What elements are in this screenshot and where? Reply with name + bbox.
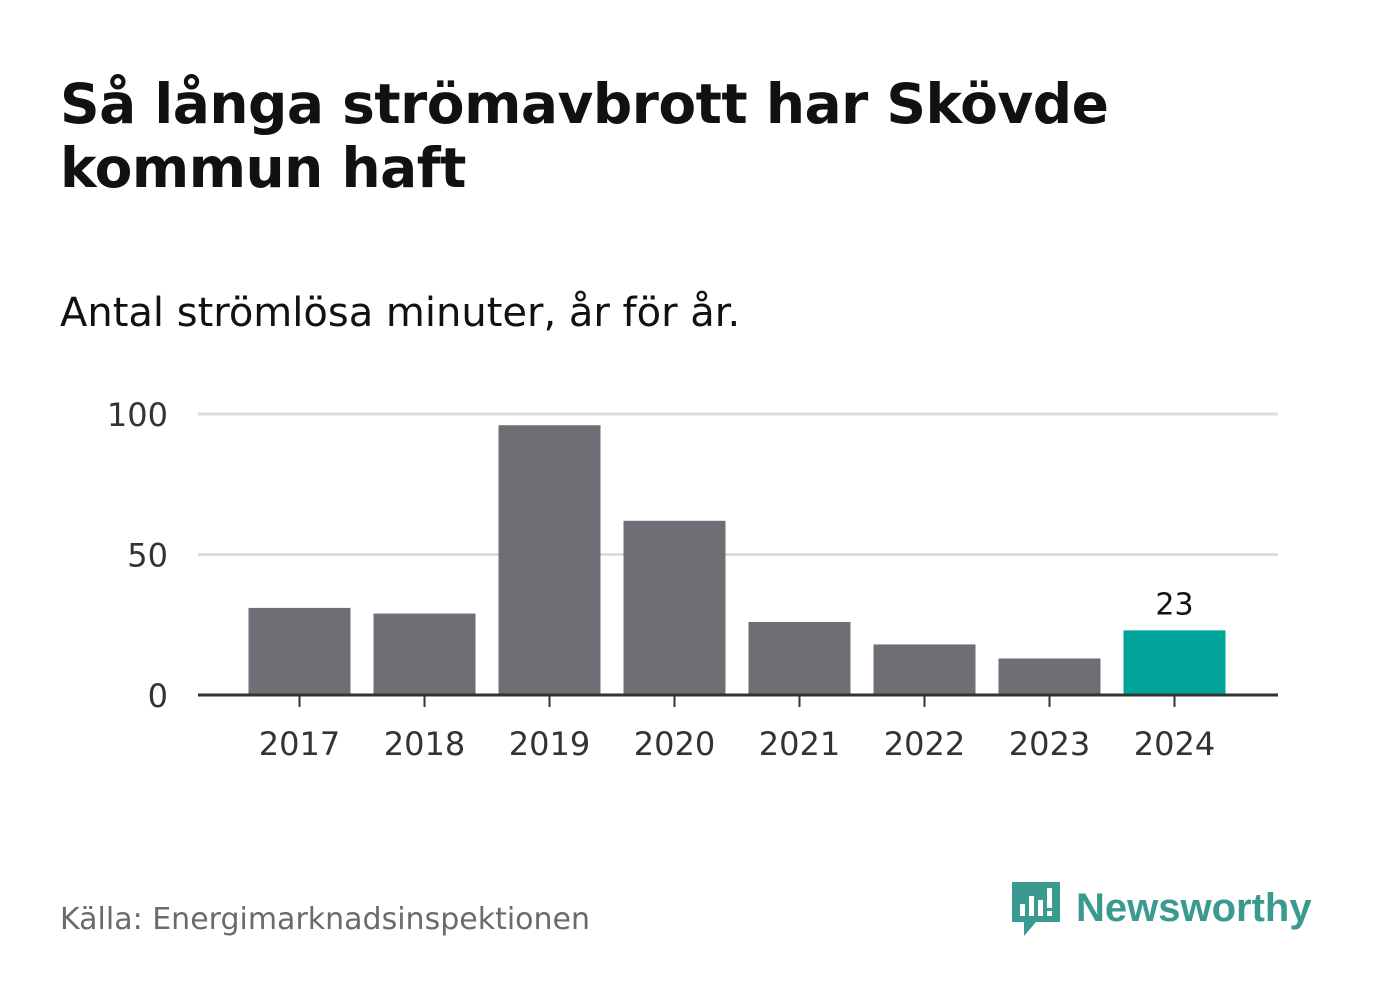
chart-title: Så långa strömavbrott har Skövde kommun … <box>60 72 1109 200</box>
y-tick-label-50: 50 <box>127 537 168 575</box>
gridlines <box>198 412 1278 556</box>
newsworthy-logo-text: Newsworthy <box>1076 885 1312 930</box>
newsworthy-logo: Newsworthy <box>1010 878 1312 938</box>
x-axis-ticks: 2017 2018 2019 2020 2021 2022 2023 2024 <box>259 695 1215 763</box>
bar-2022 <box>873 644 976 695</box>
bar-2018 <box>373 613 476 695</box>
y-axis-ticks: 0 50 100 <box>107 396 168 715</box>
x-tick-label-2018: 2018 <box>384 725 465 763</box>
x-tick-label-2020: 2020 <box>634 725 715 763</box>
bars <box>248 425 1226 695</box>
bar-2024 <box>1123 630 1226 695</box>
bar-2019 <box>498 425 601 695</box>
x-tick-label-2023: 2023 <box>1009 725 1090 763</box>
y-tick-label-0: 0 <box>148 677 168 715</box>
x-tick-label-2022: 2022 <box>884 725 965 763</box>
x-tick-label-2021: 2021 <box>759 725 840 763</box>
x-tick-label-2017: 2017 <box>259 725 340 763</box>
data-labels: 23 <box>1155 587 1193 622</box>
y-tick-label-100: 100 <box>107 396 168 434</box>
x-tick-label-2019: 2019 <box>509 725 590 763</box>
bar-2020 <box>623 520 726 695</box>
bar-2017 <box>248 607 351 695</box>
chart-subtitle: Antal strömlösa minuter, år för år. <box>60 290 741 336</box>
bar-2021 <box>748 621 851 695</box>
newsworthy-logo-icon <box>1012 882 1060 936</box>
x-tick-label-2024: 2024 <box>1134 725 1215 763</box>
data-label-2024: 23 <box>1155 587 1193 622</box>
source-note: Källa: Energimarknadsinspektionen <box>60 902 591 937</box>
bar-2023 <box>998 658 1101 695</box>
